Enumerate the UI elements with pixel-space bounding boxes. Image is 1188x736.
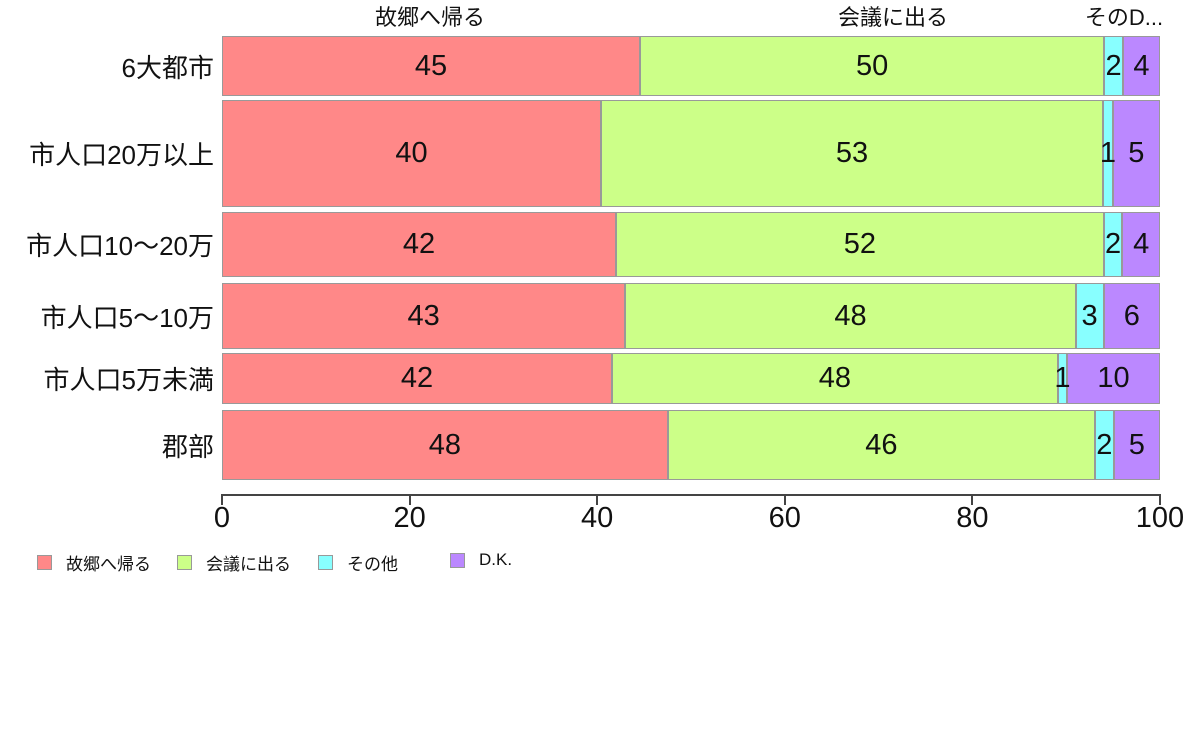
bar-segment-3: 1 [1100,100,1116,207]
legend-label: 故郷へ帰る [66,555,151,574]
x-axis-tick [1159,494,1161,505]
bar-value-label: 48 [834,299,867,332]
category-label: 市人口20万以上 [29,140,214,170]
bar-value-label: 10 [1097,362,1130,394]
bar-segment-3: 3 [1075,283,1104,349]
bar-value-label: 53 [835,137,869,169]
bar-segment-4: 4 [1122,212,1160,277]
bar-value-label: 6 [1123,299,1140,332]
bar-row: 40 53 1 5 [222,100,1160,207]
bar-segment-2: 46 [667,410,1095,480]
legend-item: 故郷へ帰る [37,550,151,575]
legend-swatch [177,555,192,570]
legend-swatch [450,552,465,568]
bar-value-label: 4 [1133,228,1150,260]
category-label: 市人口5〜10万 [40,302,214,333]
category-label: 6大都市 [121,52,214,83]
bar-row: 48 46 2 5 [222,410,1160,480]
bar-value-label: 2 [1096,428,1113,461]
category-label: 市人口5万未満 [43,365,214,395]
bar-segment-3: 1 [1054,353,1071,404]
x-axis-tick [971,494,974,505]
bar-segment-1: 42 [222,353,613,404]
bar-value-label: 1 [1099,137,1116,169]
bar-segment-2: 48 [612,353,1058,404]
bar-segment-1: 42 [222,212,616,277]
bar-segment-4: 6 [1103,283,1160,349]
bar-segment-2: 53 [600,100,1104,207]
bar-value-label: 5 [1128,428,1145,461]
x-axis-tick [221,494,223,505]
bar-segment-1: 45 [222,36,640,96]
column-header-label: 故郷へ帰る [374,5,486,30]
column-header-label: そのD... [1084,5,1164,30]
legend-label: その他 [347,555,398,574]
bar-segment-4: 10 [1067,353,1160,404]
bar-value-label: 2 [1105,228,1122,260]
x-axis-tick [596,494,599,505]
bar-value-label: 43 [407,299,440,332]
bar-value-label: 40 [395,137,428,169]
bar-value-label: 3 [1081,299,1098,332]
x-axis-line [222,494,1161,496]
bar-value-label: 2 [1105,49,1122,82]
x-axis-tick [408,494,411,505]
legend-item: D.K. [450,550,512,570]
x-axis-tick-label: 0 [213,502,231,534]
legend-label: 会議に出る [206,555,291,574]
x-axis-tick-label: 40 [581,502,614,534]
bar-row: 42 52 2 4 [222,212,1160,277]
bar-value-label: 42 [400,362,434,394]
bar-segment-4: 5 [1112,100,1160,207]
bar-segment-2: 50 [639,36,1105,96]
x-axis-tick [783,494,786,505]
bar-value-label: 50 [855,49,889,82]
bar-segment-1: 48 [222,410,668,480]
bar-segment-3: 2 [1094,410,1114,480]
column-header-label: 会議に出る [837,5,949,30]
bar-segment-3: 2 [1103,212,1123,277]
x-axis-tick-label: 80 [956,502,989,534]
legend-swatch [37,555,52,570]
bar-segment-1: 43 [222,283,626,349]
bar-value-label: 5 [1128,137,1145,169]
bar-segment-2: 52 [615,212,1104,277]
bar-value-label: 4 [1133,49,1150,82]
legend-item: 会議に出る [177,550,291,575]
bar-row: 43 48 3 6 [222,283,1160,349]
category-label: 郡部 [161,431,214,462]
x-axis-tick-label: 20 [393,502,426,534]
x-axis-tick-label: 100 [1135,502,1185,534]
bar-segment-3: 2 [1104,36,1123,96]
legend-label: D.K. [479,550,513,569]
bar-segment-2: 48 [625,283,1076,349]
bar-value-label: 42 [402,228,436,260]
bar-row: 45 50 2 4 [222,36,1160,96]
category-label: 市人口10〜20万 [26,231,214,261]
bar-value-label: 48 [428,428,462,461]
bar-segment-4: 4 [1122,36,1160,96]
legend-swatch [318,555,333,570]
bar-value-label: 46 [865,428,898,461]
bar-segment-4: 5 [1113,410,1160,480]
legend-item: その他 [318,550,398,575]
bar-value-label: 45 [414,49,448,82]
bar-value-label: 1 [1054,362,1071,394]
bar-value-label: 48 [818,362,852,394]
x-axis-tick-label: 60 [768,502,801,534]
bar-value-label: 52 [843,228,876,260]
bar-segment-1: 40 [222,100,601,207]
bar-row: 42 48 1 10 [222,353,1160,404]
